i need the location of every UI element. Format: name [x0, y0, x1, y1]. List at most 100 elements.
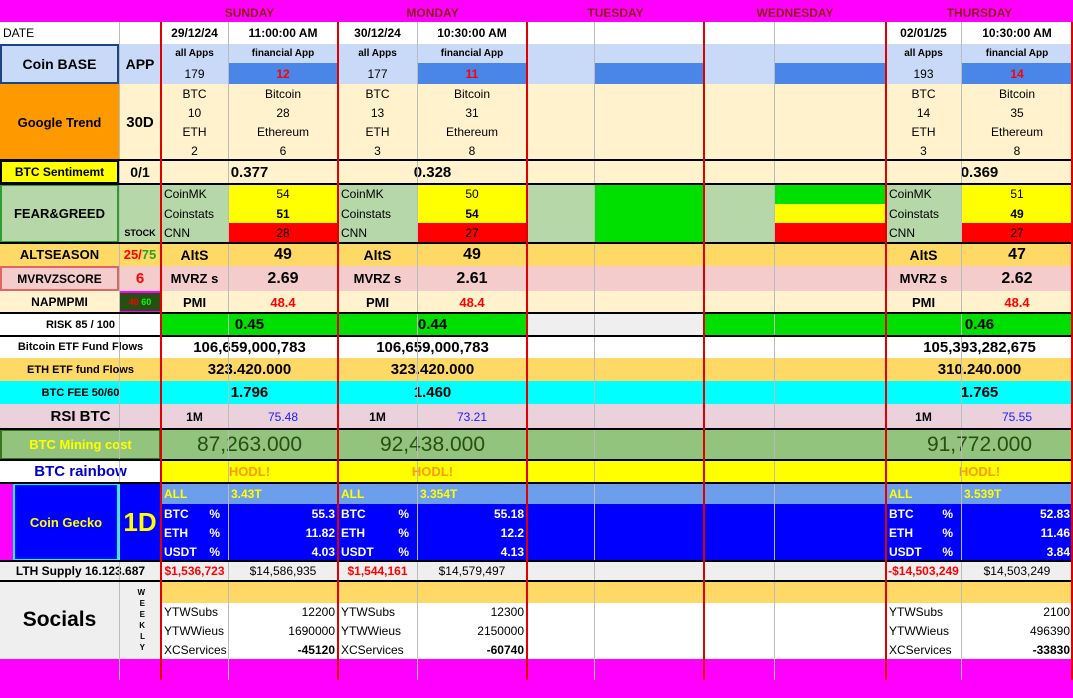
cnn-value[interactable]: 27	[961, 223, 1073, 243]
empty-cell[interactable]	[527, 313, 594, 336]
gecko-usdt-label[interactable]: USDT%	[886, 542, 961, 561]
empty-cell[interactable]	[594, 358, 704, 381]
empty-cell[interactable]	[704, 44, 774, 63]
empty-cell[interactable]	[704, 581, 774, 603]
socials-label[interactable]: Socials	[0, 581, 119, 659]
altseason-range[interactable]: 25/75	[119, 243, 161, 266]
stock-label[interactable]: STOCK	[119, 223, 161, 243]
empty-cell[interactable]	[704, 483, 774, 504]
rainbow-label[interactable]: BTC rainbow	[0, 460, 161, 483]
empty-cell[interactable]	[704, 84, 774, 160]
trend-ethereum-label[interactable]: Ethereum	[228, 122, 338, 141]
rsi-period[interactable]: 1M	[886, 404, 961, 429]
date-cell[interactable]: 29/12/24	[161, 22, 228, 44]
empty-cell[interactable]	[774, 63, 886, 84]
alts-label[interactable]: AltS	[338, 243, 417, 266]
empty-cell[interactable]	[527, 160, 594, 184]
empty-cell[interactable]	[527, 44, 594, 63]
all-apps-rank[interactable]: 177	[338, 63, 417, 84]
btc-fee-value[interactable]: 1.765	[886, 381, 1073, 404]
risk-value[interactable]: 0.44	[338, 313, 527, 336]
empty-cell[interactable]	[704, 291, 774, 313]
socials-spacer[interactable]	[338, 581, 527, 603]
alts-value[interactable]: 49	[417, 243, 527, 266]
empty-cell[interactable]	[527, 460, 594, 483]
ytw-views-label[interactable]: YTWWieus	[161, 621, 228, 640]
ytw-subs-value[interactable]: 12200	[228, 603, 338, 621]
coinstats-value[interactable]: 54	[417, 204, 527, 223]
risk-value[interactable]	[704, 313, 886, 336]
trend-ethereum-label[interactable]: Ethereum	[961, 122, 1073, 141]
btc-etf-value[interactable]: 106,659,000,783	[161, 336, 338, 358]
empty-cell[interactable]	[594, 603, 704, 659]
all-apps-rank[interactable]: 193	[886, 63, 961, 84]
empty-cell[interactable]	[527, 404, 594, 429]
ytw-views-value[interactable]: 496390	[961, 621, 1073, 640]
btc-fee-value[interactable]: 1.796	[161, 381, 338, 404]
empty-cell[interactable]	[527, 184, 594, 204]
empty-cell[interactable]	[774, 460, 886, 483]
mining-value[interactable]: 92,438.000	[338, 429, 527, 460]
trend-bitcoin-label[interactable]: Bitcoin	[228, 84, 338, 103]
eth-etf-value[interactable]: 323.420.000	[338, 358, 527, 381]
empty-cell[interactable]	[704, 204, 774, 223]
empty-cell[interactable]	[594, 223, 704, 243]
mvrz-value[interactable]: 2.61	[417, 266, 527, 291]
risk-value[interactable]: 0.46	[886, 313, 1073, 336]
date-cell[interactable]: 02/01/25	[886, 22, 961, 44]
pmi-value[interactable]: 48.4	[228, 291, 338, 313]
btc-etf-value[interactable]: 106,659,000,783	[338, 336, 527, 358]
coin-base-label[interactable]: Coin BASE	[0, 44, 119, 84]
coinstats-label[interactable]: Coinstats	[161, 204, 228, 223]
socials-spacer[interactable]	[886, 581, 1073, 603]
empty-cell[interactable]	[594, 243, 704, 266]
xc-value[interactable]: -60740	[417, 640, 527, 659]
financial-app-label[interactable]: financial App	[417, 44, 527, 63]
empty-cell[interactable]	[774, 223, 886, 243]
trend-bitcoin-value[interactable]: 31	[417, 103, 527, 122]
empty-cell[interactable]	[527, 243, 594, 266]
coinstats-label[interactable]: Coinstats	[338, 204, 417, 223]
cnn-label[interactable]: CNN	[161, 223, 228, 243]
day-header[interactable]: WEDNESDAY	[704, 4, 886, 22]
gecko-eth_g-value[interactable]: 11.46	[961, 523, 1073, 542]
all-apps-label[interactable]: all Apps	[886, 44, 961, 63]
trend-btc-label[interactable]: BTC	[338, 84, 417, 103]
empty-cell[interactable]	[704, 184, 774, 204]
gecko-btc_g-value[interactable]: 55.3	[228, 504, 338, 523]
ytw-views-value[interactable]: 1690000	[228, 621, 338, 640]
gecko-usdt-label[interactable]: USDT%	[161, 542, 228, 561]
gecko-eth_g-value[interactable]: 11.82	[228, 523, 338, 542]
cnn-label[interactable]: CNN	[338, 223, 417, 243]
empty-cell[interactable]	[527, 381, 594, 404]
empty-cell[interactable]	[704, 603, 774, 659]
coinmk-value[interactable]: 54	[228, 184, 338, 204]
financial-app-rank[interactable]: 12	[228, 63, 338, 84]
rsi-value[interactable]: 73.21	[417, 404, 527, 429]
ytw-views-label[interactable]: YTWWieus	[886, 621, 961, 640]
coinmk-label[interactable]: CoinMK	[161, 184, 228, 204]
empty-cell[interactable]	[704, 63, 774, 84]
gecko-all-value[interactable]: 3.354T	[417, 483, 527, 504]
lth-change[interactable]: -$14,503,249	[886, 561, 961, 581]
btc-etf-value[interactable]: 105,393,282,675	[886, 336, 1073, 358]
xc-label[interactable]: XCServices	[886, 640, 961, 659]
financial-app-label[interactable]: financial App	[961, 44, 1073, 63]
gecko-eth_g-value[interactable]: 12.2	[417, 523, 527, 542]
empty-cell[interactable]	[704, 504, 774, 561]
empty-cell[interactable]	[594, 581, 704, 603]
trend-btc-value[interactable]: 14	[886, 103, 961, 122]
empty-cell[interactable]	[704, 22, 774, 44]
empty-cell[interactable]	[774, 404, 886, 429]
mvrz-value[interactable]: 2.62	[961, 266, 1073, 291]
xc-value[interactable]: -45120	[228, 640, 338, 659]
financial-app-rank[interactable]: 14	[961, 63, 1073, 84]
lth-total[interactable]: $14,579,497	[417, 561, 527, 581]
gecko-all-value[interactable]: 3.43T	[228, 483, 338, 504]
empty-cell[interactable]	[704, 160, 774, 184]
ytw-subs-value[interactable]: 12300	[417, 603, 527, 621]
empty-cell[interactable]	[774, 358, 886, 381]
trend-eth-label[interactable]: ETH	[886, 122, 961, 141]
sentiment-value[interactable]: 0.328	[338, 160, 527, 184]
